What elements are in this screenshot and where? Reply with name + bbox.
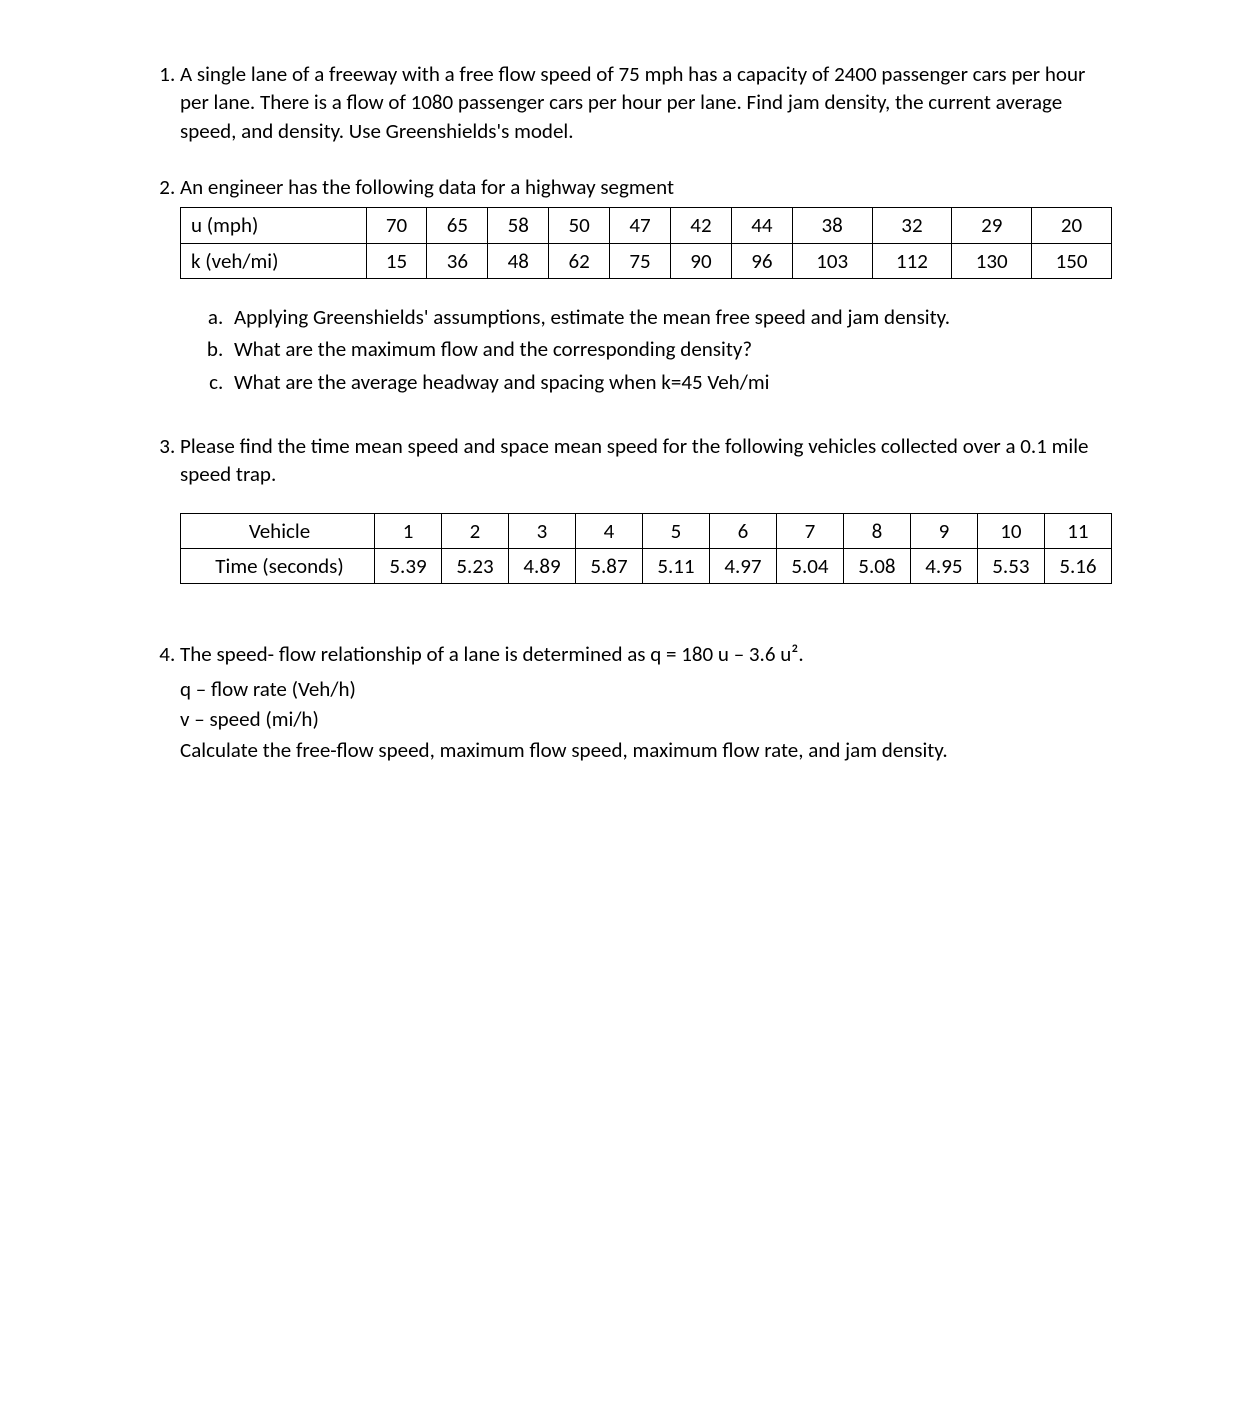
cell: 5.53 [977,549,1044,584]
page: A single lane of a freeway with a free f… [0,0,1242,852]
cell: 36 [427,243,488,278]
subpart-c: What are the average headway and spacing… [228,368,1112,396]
cell: 32 [872,208,952,243]
cell: 6 [709,513,776,548]
table-row: k (veh/mi) 15 36 48 62 75 90 96 103 112 … [181,243,1112,278]
problem-2-table: u (mph) 70 65 58 50 47 42 44 38 32 29 20… [180,207,1112,279]
cell: 130 [952,243,1032,278]
cell: 5.04 [776,549,843,584]
problem-list: A single lane of a freeway with a free f… [140,60,1112,764]
cell: 7 [776,513,843,548]
table-row: u (mph) 70 65 58 50 47 42 44 38 32 29 20 [181,208,1112,243]
row-header: u (mph) [181,208,367,243]
cell: 9 [910,513,977,548]
problem-1: A single lane of a freeway with a free f… [180,60,1112,145]
cell: 4.89 [509,549,576,584]
table-row: Vehicle 1 2 3 4 5 6 7 8 9 10 11 [181,513,1112,548]
cell: 75 [610,243,671,278]
problem-4-line1: The speed- flow relationship of a lane i… [180,640,1112,668]
problem-2: An engineer has the following data for a… [180,173,1112,396]
cell: 103 [792,243,872,278]
cell: 112 [872,243,952,278]
problem-3: Please find the time mean speed and spac… [180,432,1112,584]
table-row: Time (seconds) 5.39 5.23 4.89 5.87 5.11 … [181,549,1112,584]
row-header: Vehicle [181,513,375,548]
cell: 90 [671,243,732,278]
subpart-a: Applying Greenshields' assumptions, esti… [228,303,1112,331]
cell: 8 [843,513,910,548]
problem-2-prompt: An engineer has the following data for a… [180,173,1112,201]
problem-2-subparts: Applying Greenshields' assumptions, esti… [180,303,1112,396]
problem-3-table: Vehicle 1 2 3 4 5 6 7 8 9 10 11 Time (se… [180,513,1112,585]
cell: 65 [427,208,488,243]
cell: 150 [1032,243,1112,278]
cell: 4 [575,513,642,548]
problem-3-prompt: Please find the time mean speed and spac… [180,432,1112,489]
cell: 5.87 [575,549,642,584]
row-header: Time (seconds) [181,549,375,584]
cell: 5.23 [442,549,509,584]
cell: 11 [1044,513,1111,548]
subpart-b: What are the maximum flow and the corres… [228,335,1112,363]
problem-4-defs: q – flow rate (Veh/h) v – speed (mi/h) [180,675,1112,734]
cell: 15 [366,243,427,278]
cell: 47 [610,208,671,243]
problem-4: The speed- flow relationship of a lane i… [180,640,1112,763]
cell: 3 [509,513,576,548]
cell: 4.97 [709,549,776,584]
problem-4-line2: Calculate the free-flow speed, maximum f… [180,736,1112,764]
cell: 5.16 [1044,549,1111,584]
cell: 50 [549,208,610,243]
cell: 62 [549,243,610,278]
cell: 96 [731,243,792,278]
cell: 5 [642,513,709,548]
cell: 1 [375,513,442,548]
cell: 42 [671,208,732,243]
def-q: q – flow rate (Veh/h) [180,675,1112,703]
cell: 5.39 [375,549,442,584]
def-v: v – speed (mi/h) [180,705,1112,733]
cell: 70 [366,208,427,243]
cell: 4.95 [910,549,977,584]
row-header: k (veh/mi) [181,243,367,278]
cell: 44 [731,208,792,243]
cell: 2 [442,513,509,548]
cell: 20 [1032,208,1112,243]
cell: 29 [952,208,1032,243]
cell: 58 [488,208,549,243]
cell: 10 [977,513,1044,548]
cell: 48 [488,243,549,278]
problem-1-text: A single lane of a freeway with a free f… [180,60,1112,145]
cell: 5.11 [642,549,709,584]
cell: 38 [792,208,872,243]
cell: 5.08 [843,549,910,584]
